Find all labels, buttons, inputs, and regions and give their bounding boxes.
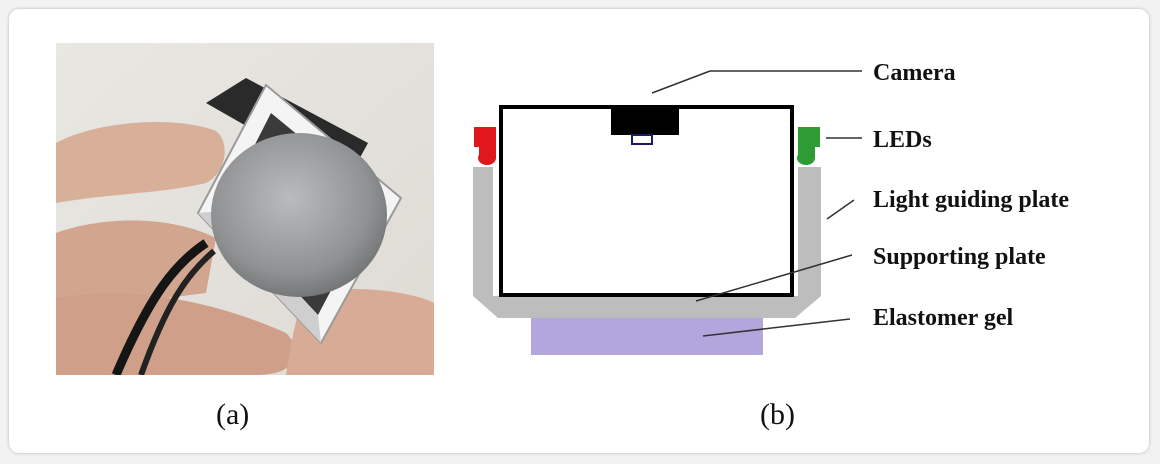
leds-label: LEDs — [873, 127, 932, 153]
light-guiding-plate-label: Light guiding plate — [873, 187, 1069, 213]
light-guiding-plate-leader — [826, 199, 855, 220]
led-right — [797, 127, 820, 165]
supporting-plate-leader — [695, 254, 853, 302]
camera-shape — [611, 108, 679, 135]
elastomer-gel-label: Elastomer gel — [873, 305, 1014, 331]
finger-2 — [56, 293, 296, 375]
camera-label: Camera — [873, 60, 956, 86]
caption-b: (b) — [760, 398, 795, 431]
sensor-photo — [56, 43, 434, 375]
finger-1 — [56, 220, 216, 313]
elastomer-gel-shape — [531, 315, 763, 355]
camera-lens — [631, 134, 653, 145]
elastomer-dome — [211, 133, 387, 297]
led-left — [474, 127, 496, 165]
supporting-plate-label: Supporting plate — [873, 244, 1046, 270]
cable-2 — [138, 248, 216, 375]
light-guiding-plate-shape — [473, 167, 821, 318]
cable — [111, 239, 209, 375]
caption-a: (a) — [216, 398, 250, 431]
camera-leader — [651, 70, 711, 94]
thumb — [56, 121, 225, 203]
elastomer-gel-leader — [702, 318, 851, 337]
